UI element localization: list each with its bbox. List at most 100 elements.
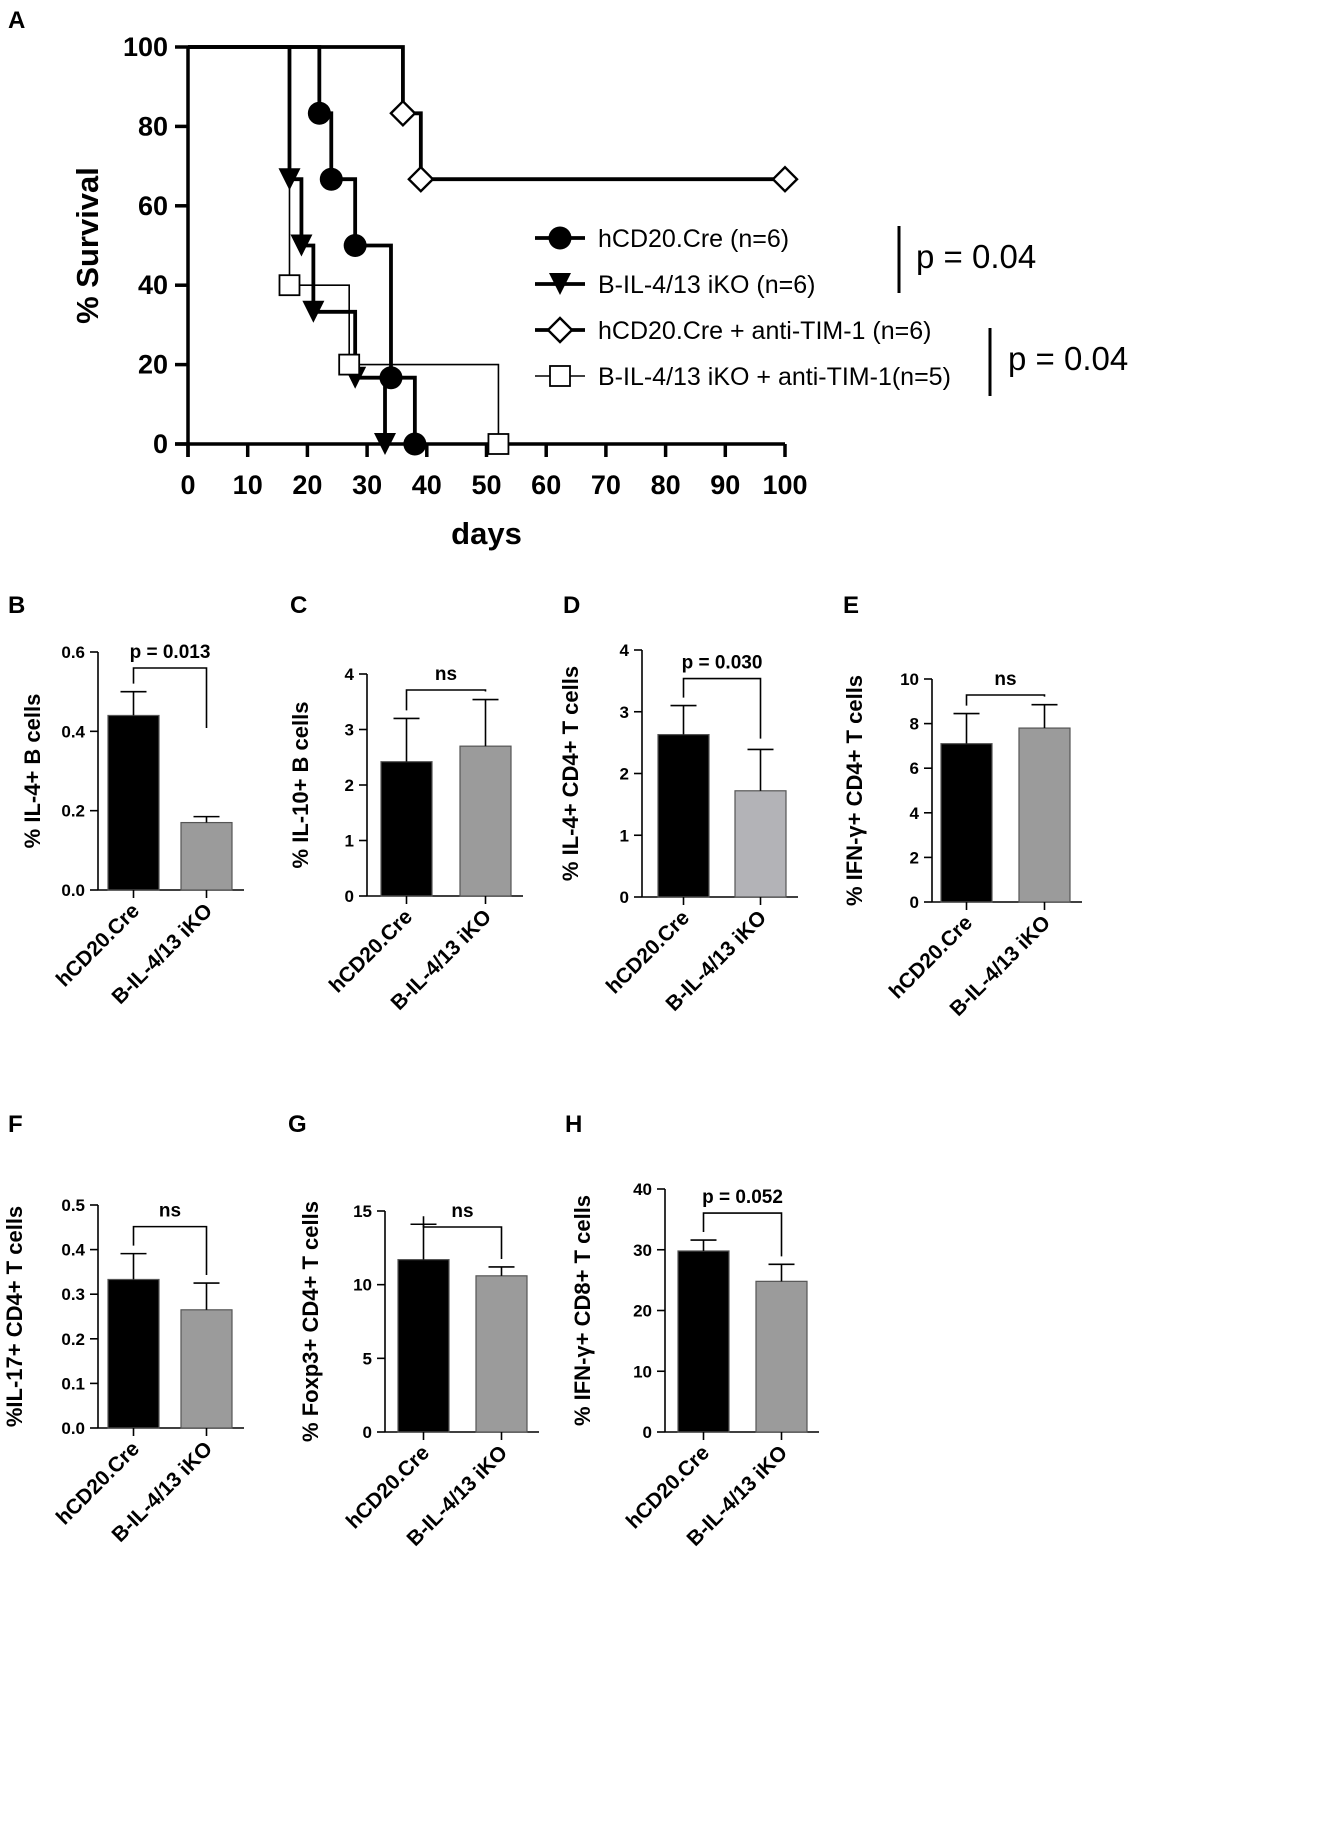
x-tick-label: 30 [352,470,382,500]
bar [380,761,433,897]
y-axis-label: % IFN-γ+ CD4+ T cells [842,675,867,906]
significance-bracket [132,667,208,728]
bar [107,714,160,891]
data-point [403,432,427,456]
bar [940,743,993,903]
y-tick-label: 0.4 [61,1241,85,1260]
data-point [487,433,510,455]
legend-marker [549,365,571,387]
significance-bracket [422,1216,503,1259]
y-tick-label: 0 [345,887,354,906]
panel-letter-b: B [8,592,25,619]
y-axis-label: % Survival [70,167,105,324]
y-tick-label: 0 [153,429,168,459]
panel-letter-a: A [8,7,25,34]
y-axis-label: % IL-4+ B cells [20,694,45,849]
series-line-3 [188,45,785,182]
panel-letter-h: H [565,1111,582,1138]
y-tick-label: 0.3 [61,1285,85,1304]
legend-label: hCD20.Cre + anti-TIM-1 (n=6) [598,317,931,345]
y-tick-label: 3 [345,721,354,740]
y-tick-label: 4 [910,804,920,823]
legend-marker [549,273,571,295]
y-tick-label: 40 [633,1180,652,1199]
bar [755,1280,808,1433]
bar [107,1278,160,1429]
series-line-4 [188,46,500,444]
legend-marker [548,226,572,250]
y-tick-label: 1 [620,826,629,845]
x-tick-label: 70 [591,470,621,500]
significance-bracket [132,1225,208,1276]
data-point [307,101,331,125]
data-point [338,353,361,376]
panel-letter-d: D [563,592,580,619]
significance-label: p = 0.013 [130,642,211,663]
bar [459,745,512,897]
y-tick-label: 0 [643,1423,652,1442]
panel-letter-c: C [290,592,307,619]
legend-label: B-IL-4/13 iKO + anti-TIM-1(n=5) [598,363,951,391]
panel-letter-g: G [288,1111,307,1138]
significance-label: ns [451,1201,473,1222]
x-axis-label: days [451,516,522,551]
y-tick-label: 10 [353,1276,372,1295]
significance-bracket [405,689,487,711]
x-tick-label: 0 [180,470,195,500]
significance-bracket [682,677,762,739]
y-tick-label: 2 [910,848,919,867]
y-tick-label: 1 [345,832,354,851]
bar [1018,727,1071,903]
y-tick-label: 5 [363,1349,372,1368]
y-tick-label: 30 [633,1241,652,1260]
y-axis-label: % IFN-γ+ CD8+ T cells [570,1195,595,1426]
y-tick-label: 20 [138,350,168,380]
y-tick-label: 60 [138,191,168,221]
data-point [278,274,301,297]
significance-label: p = 0.052 [702,1187,783,1208]
y-tick-label: 0.2 [61,1330,85,1349]
panel-letter-f: F [8,1111,23,1138]
y-tick-label: 2 [620,765,629,784]
significance-bracket [965,694,1046,706]
survival-chart: A 0 20 40 60 80 100 0 10 20 30 40 50 60 70 80 90 100 days%… [8,7,1128,551]
y-tick-label: 8 [910,715,919,734]
y-tick-label: 20 [633,1302,652,1321]
x-tick-label: 10 [233,470,263,500]
x-tick-label: 40 [412,470,442,500]
data-point [278,168,301,191]
y-tick-label: 10 [633,1362,652,1381]
bar [657,733,710,898]
significance-label: ns [435,664,457,685]
data-point [389,99,417,127]
y-tick-label: 40 [138,270,168,300]
x-tick-label: 80 [651,470,681,500]
data-point [290,234,313,257]
y-axis-label: % IL-4+ CD4+ T cells [558,666,583,881]
y-tick-label: 100 [123,32,168,62]
y-tick-label: 0.0 [61,1419,85,1438]
y-tick-label: 6 [910,759,919,778]
legend-label: hCD20.Cre (n=6) [598,225,789,253]
data-point [407,165,435,193]
y-tick-label: 0 [620,888,629,907]
y-axis-label: %IL-17+ CD4+ T cells [2,1206,27,1427]
y-tick-label: 0.1 [61,1374,85,1393]
x-tick-label: 20 [292,470,322,500]
y-tick-label: 0.4 [61,722,85,741]
bar [180,821,233,891]
y-tick-label: 0.6 [61,643,85,662]
y-tick-label: 0 [363,1423,372,1442]
y-axis-label: % IL-10+ B cells [288,702,313,869]
y-tick-label: 3 [620,703,629,722]
data-point [379,366,403,390]
bar [397,1259,450,1433]
y-tick-label: 0 [910,893,919,912]
